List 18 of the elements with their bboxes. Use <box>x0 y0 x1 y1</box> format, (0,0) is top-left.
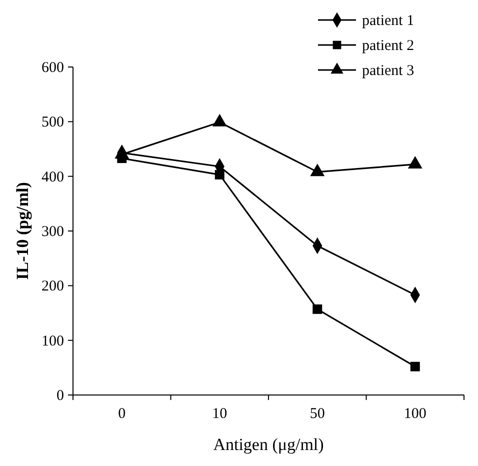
x-tick-label: 10 <box>212 406 228 422</box>
legend-label: patient 3 <box>362 63 414 79</box>
point <box>410 362 420 372</box>
legend-label: patient 1 <box>362 13 414 29</box>
y-tick-label: 600 <box>42 60 64 76</box>
y-tick-label: 300 <box>42 224 64 240</box>
y-tick-label: 0 <box>56 388 64 404</box>
x-tick-label: 0 <box>118 406 126 422</box>
y-tick-label: 400 <box>42 169 64 186</box>
legend-label: patient 2 <box>362 38 414 54</box>
y-tick-label: 100 <box>42 333 64 350</box>
x-tick-label: 50 <box>310 406 325 422</box>
y-axis-title: IL-10 (pg/ml) <box>13 182 32 280</box>
point <box>312 304 322 314</box>
x-axis-title: Antigen (μg/ml) <box>213 435 324 454</box>
y-tick-label: 200 <box>42 278 64 295</box>
x-tick-label: 100 <box>404 406 426 422</box>
y-tick-label: 500 <box>42 114 64 131</box>
